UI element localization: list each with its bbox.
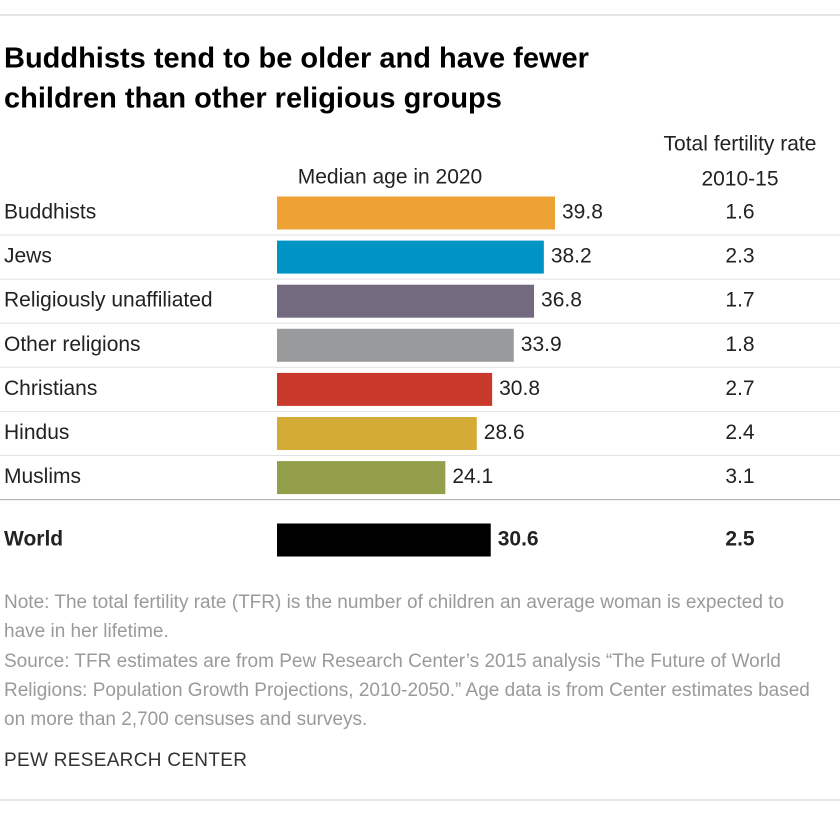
fertility-rate: 1.8 <box>725 333 754 356</box>
fertility-rate: 2.7 <box>725 377 754 400</box>
bar <box>277 461 446 495</box>
value-label: 39.8 <box>562 201 603 224</box>
category-label: World <box>4 528 63 551</box>
bar <box>277 523 491 557</box>
fertility-rate: 2.5 <box>725 528 755 551</box>
chart-title: children than other religious groups <box>4 83 502 115</box>
category-label: Religiously unaffiliated <box>4 289 213 312</box>
value-label: 24.1 <box>452 465 493 488</box>
value-label: 28.6 <box>484 421 525 444</box>
fertility-rate: 2.3 <box>725 245 754 268</box>
bar <box>277 372 493 406</box>
bar <box>277 240 544 274</box>
category-label: Hindus <box>4 421 69 444</box>
value-label: 30.8 <box>499 377 540 400</box>
chart-title: Buddhists tend to be older and have fewe… <box>4 43 589 75</box>
value-label: 30.6 <box>498 528 539 551</box>
credit: PEW RESEARCH CENTER <box>4 750 248 771</box>
column-header: 2010-15 <box>701 168 778 191</box>
fertility-rate: 1.6 <box>725 201 754 224</box>
bar <box>277 417 477 450</box>
fertility-rate: 3.1 <box>725 465 754 488</box>
value-label: 33.9 <box>521 333 562 356</box>
note: Note: The total fertility rate (TFR) is … <box>4 592 785 642</box>
category-label: Jews <box>4 245 52 268</box>
fertility-rate: 2.4 <box>725 421 755 444</box>
bar <box>277 284 535 318</box>
value-label: 38.2 <box>551 245 592 268</box>
source: Source: TFR estimates are from Pew Resea… <box>4 651 810 730</box>
category-label: Christians <box>4 377 97 400</box>
value-label: 36.8 <box>541 289 582 312</box>
fertility-rate: 1.7 <box>725 289 754 312</box>
category-label: Other religions <box>4 333 141 356</box>
bar <box>277 328 514 362</box>
column-header: Total fertility rate <box>664 133 817 156</box>
category-label: Buddhists <box>4 201 96 224</box>
bar <box>277 196 556 230</box>
category-label: Muslims <box>4 465 81 488</box>
column-header: Median age in 2020 <box>298 166 482 189</box>
